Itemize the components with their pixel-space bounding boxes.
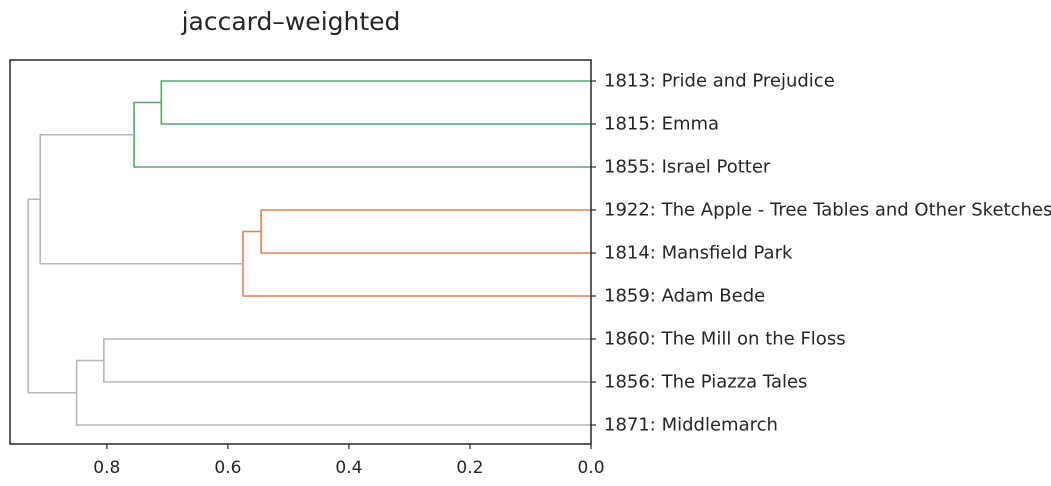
leaf-label: 1855: Israel Potter: [604, 157, 771, 178]
dendrogram-link: [160, 80, 591, 125]
leaf-label: 1860: The Mill on the Floss: [604, 329, 846, 350]
x-tick-label: 0.0: [577, 458, 604, 478]
leaf-label: 1815: Emma: [604, 114, 719, 135]
x-tick-label: 0.6: [214, 458, 241, 478]
leaf-label: 1871: Middlemarch: [604, 415, 778, 436]
x-tick-label: 0.2: [456, 458, 483, 478]
dendrogram-link: [75, 359, 591, 426]
dendrogram-link: [133, 101, 591, 168]
dendrogram-link: [242, 230, 591, 297]
dendrogram-link: [260, 209, 591, 254]
chart-title: jaccard–weighted: [181, 7, 401, 36]
leaf-labels: 1813: Pride and Prejudice 1815: Emma 1855:…: [591, 71, 1051, 436]
leaf-label: 1922: The Apple - Tree Tables and Other …: [604, 200, 1051, 221]
leaf-label: 1814: Mansfield Park: [604, 243, 793, 264]
leaf-label: 1859: Adam Bede: [604, 286, 765, 307]
x-axis: 0.8 0.6 0.4 0.2 0.0: [93, 444, 605, 478]
dendrogram-link: [39, 133, 244, 265]
dendrogram-links: [27, 80, 591, 426]
x-tick-label: 0.8: [93, 458, 120, 478]
dendrogram-link: [103, 338, 591, 383]
leaf-label: 1813: Pride and Prejudice: [604, 71, 835, 92]
plot-frame: [9, 59, 592, 445]
x-tick-label: 0.4: [335, 458, 362, 478]
dendrogram-link: [27, 198, 77, 394]
leaf-label: 1856: The Piazza Tales: [604, 372, 807, 393]
